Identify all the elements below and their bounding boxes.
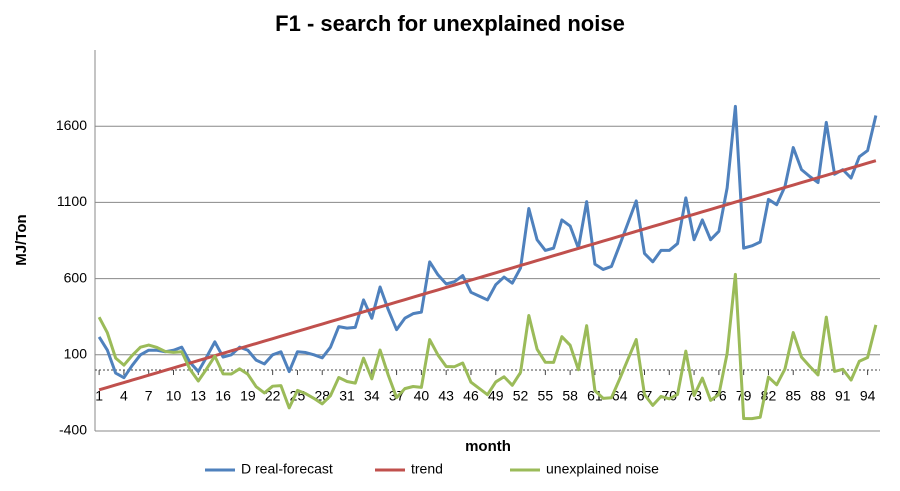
y-tick-label: -400 xyxy=(59,422,87,438)
x-tick-label: 85 xyxy=(785,388,801,404)
x-tick-label: 7 xyxy=(145,388,153,404)
y-tick-label: 1100 xyxy=(57,193,87,209)
x-tick-label: 43 xyxy=(438,388,454,404)
x-tick-label: 22 xyxy=(265,388,281,404)
legend-label: trend xyxy=(411,461,443,477)
x-tick-label: 55 xyxy=(538,388,554,404)
legend-label: D real-forecast xyxy=(241,461,333,477)
x-tick-label: 40 xyxy=(414,388,430,404)
x-tick-label: 58 xyxy=(562,388,578,404)
x-tick-label: 61 xyxy=(587,388,603,404)
x-tick-label: 34 xyxy=(364,388,380,404)
x-axis-label: month xyxy=(465,438,511,455)
x-tick-label: 49 xyxy=(488,388,504,404)
x-tick-label: 46 xyxy=(463,388,479,404)
series-line xyxy=(97,104,878,380)
series-line xyxy=(98,159,877,392)
x-tick-label: 94 xyxy=(860,388,876,404)
y-tick-label: 100 xyxy=(64,346,88,362)
x-tick-label: 64 xyxy=(612,388,628,404)
x-tick-label: 88 xyxy=(810,388,826,404)
y-tick-label: 1600 xyxy=(56,117,87,133)
legend-label: unexplained noise xyxy=(546,461,659,477)
x-tick-label: 10 xyxy=(166,388,182,404)
x-tick-label: 70 xyxy=(662,388,678,404)
y-axis-label: MJ/Ton xyxy=(13,214,30,265)
x-tick-label: 31 xyxy=(339,388,355,404)
x-tick-label: 13 xyxy=(191,388,207,404)
series-line xyxy=(97,272,878,421)
x-tick-label: 16 xyxy=(215,388,231,404)
x-tick-label: 1 xyxy=(95,388,103,404)
chart-title: F1 - search for unexplained noise xyxy=(275,11,625,36)
x-tick-label: 52 xyxy=(513,388,529,404)
x-tick-label: 4 xyxy=(120,388,128,404)
x-tick-label: 91 xyxy=(835,388,851,404)
y-tick-label: 600 xyxy=(64,269,88,285)
x-tick-label: 19 xyxy=(240,388,256,404)
